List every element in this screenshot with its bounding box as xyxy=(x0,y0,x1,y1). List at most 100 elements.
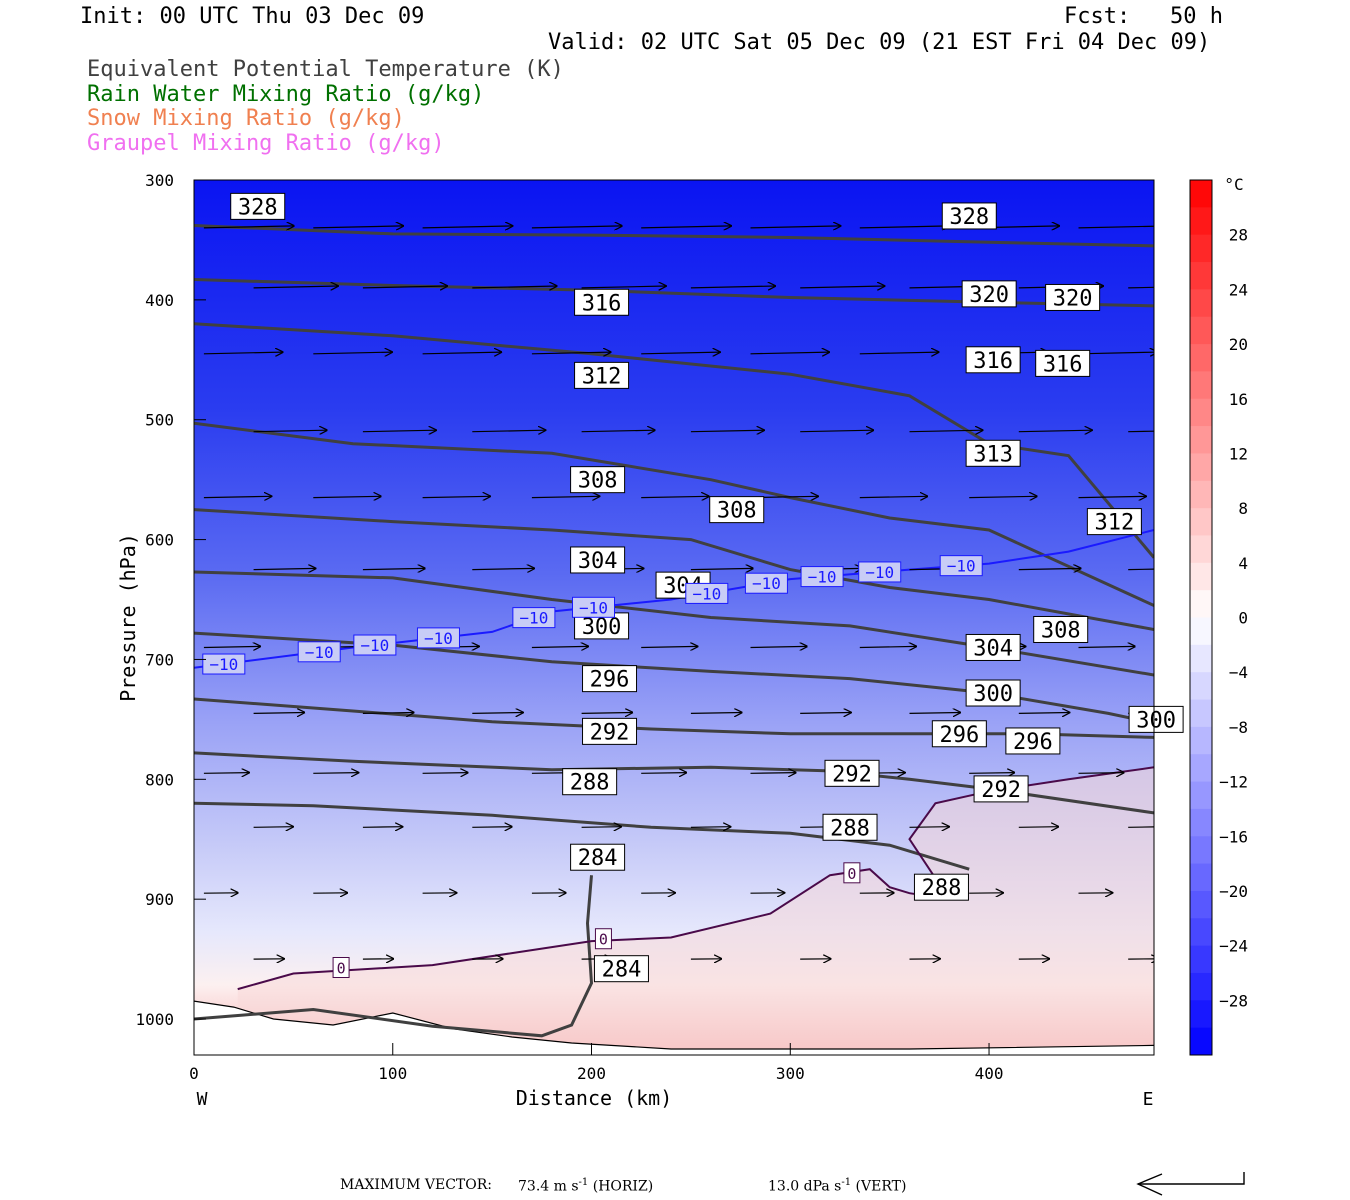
svg-text:−10: −10 xyxy=(579,598,608,617)
theta-e-label: 320 xyxy=(1045,283,1101,311)
theta-e-label: 320 xyxy=(961,280,1017,308)
wind-vector xyxy=(750,646,807,647)
colorbar-swatch xyxy=(1190,808,1212,837)
wind-vector xyxy=(750,226,841,228)
theta-e-label: 328 xyxy=(941,202,997,230)
wind-vector xyxy=(1078,496,1147,497)
x-tick-label: 0 xyxy=(189,1064,199,1083)
svg-text:284: 284 xyxy=(602,958,642,983)
wind-vector xyxy=(690,568,753,569)
svg-text:−10: −10 xyxy=(360,636,389,655)
svg-text:296: 296 xyxy=(590,668,630,693)
colorbar-tick-label: −12 xyxy=(1219,773,1248,792)
wind-vector xyxy=(581,713,633,714)
svg-text:288: 288 xyxy=(830,816,870,841)
y-tick-label: 900 xyxy=(145,890,174,909)
wind-vector xyxy=(800,286,884,288)
isotherm-label: −10 xyxy=(297,641,341,663)
colorbar-swatch xyxy=(1190,644,1212,673)
theta-e-label: 308 xyxy=(1033,615,1089,643)
wind-vector xyxy=(472,568,534,569)
theta-e-contour-312 xyxy=(194,421,1154,607)
wind-vector xyxy=(1018,430,1092,432)
wind-vector xyxy=(859,226,950,228)
theta-e-label: 300 xyxy=(965,679,1021,707)
colorbar-swatch xyxy=(1190,972,1212,1001)
svg-text:292: 292 xyxy=(590,720,630,745)
svg-text:288: 288 xyxy=(570,771,610,796)
wind-vector xyxy=(472,713,523,714)
wind-vector xyxy=(1128,286,1154,289)
theta-e-contour-288 xyxy=(194,801,970,871)
colorbar-tick-label: −20 xyxy=(1219,882,1248,901)
wind-vector xyxy=(690,286,775,288)
wind-vector xyxy=(1018,827,1059,828)
svg-text:316: 316 xyxy=(973,349,1013,374)
legend-entry: Graupel Mixing Ratio (g/kg) xyxy=(87,130,445,156)
y-tick-label: 300 xyxy=(145,171,174,190)
plot-frame xyxy=(193,179,1155,1056)
freezing-line xyxy=(237,766,1154,991)
isotherm-label: −10 xyxy=(744,572,788,594)
colorbar-tick-label: 0 xyxy=(1238,609,1248,628)
horiz-value: 73.4 m s xyxy=(518,1178,579,1195)
wind-vector xyxy=(859,496,928,497)
svg-text:−10: −10 xyxy=(692,584,721,603)
colorbar-frame xyxy=(1189,179,1213,1056)
freezing-label: 0 xyxy=(843,862,861,884)
svg-text:296: 296 xyxy=(939,723,979,748)
svg-text:0: 0 xyxy=(337,960,346,978)
freezing-label: 0 xyxy=(332,957,350,978)
svg-text:308: 308 xyxy=(578,469,618,494)
theta-e-label: 313 xyxy=(965,439,1021,467)
above-freezing-shading xyxy=(237,767,1154,1055)
legend-entry: Snow Mixing Ratio (g/kg) xyxy=(87,106,405,131)
wind-vector xyxy=(531,646,588,647)
theta-e-label: 288 xyxy=(913,873,969,901)
x-axis-label: Distance (km) xyxy=(516,1086,673,1110)
colorbar-swatch xyxy=(1190,836,1212,865)
svg-text:304: 304 xyxy=(578,549,618,574)
isotherm-label: −10 xyxy=(572,596,616,618)
reference-vector-icon xyxy=(1136,1172,1245,1196)
colorbar-swatch xyxy=(1190,426,1212,454)
colorbar-swatch xyxy=(1190,453,1212,482)
wind-vector xyxy=(641,773,686,774)
wind-vector xyxy=(253,713,305,714)
colorbar-swatch xyxy=(1190,207,1212,236)
wind-vector xyxy=(1078,352,1154,354)
y-tick-label: 500 xyxy=(145,411,174,430)
wind-vector xyxy=(800,430,873,432)
colorbar-tick-label: 24 xyxy=(1229,280,1248,299)
horiz-suffix: (HORIZ) xyxy=(588,1178,654,1195)
svg-text:−10: −10 xyxy=(865,563,894,582)
colorbar-swatch xyxy=(1190,590,1212,618)
svg-text:312: 312 xyxy=(582,364,622,389)
theta-e-label: 288 xyxy=(562,768,618,796)
colorbar-swatch xyxy=(1190,945,1212,974)
isotherm-label: −10 xyxy=(685,582,729,604)
wind-vector xyxy=(690,827,731,828)
wind-vector xyxy=(253,430,327,432)
colorbar-swatch xyxy=(1190,1027,1212,1056)
theta-e-label: 292 xyxy=(582,717,638,745)
svg-text:292: 292 xyxy=(832,762,872,787)
colorbar-swatch xyxy=(1190,781,1212,810)
west-label: W xyxy=(197,1089,208,1110)
theta-e-label: 312 xyxy=(1086,508,1142,536)
y-tick-label: 800 xyxy=(145,770,174,789)
svg-text:0: 0 xyxy=(599,931,608,949)
svg-text:−10: −10 xyxy=(424,629,453,648)
wind-vector xyxy=(422,773,468,774)
svg-text:320: 320 xyxy=(969,283,1009,308)
wind-vector xyxy=(1018,568,1081,569)
svg-text:292: 292 xyxy=(981,778,1021,803)
wind-vector xyxy=(531,352,611,354)
wind-vector xyxy=(253,286,338,288)
colorbar-swatch xyxy=(1190,508,1212,536)
colorbar-swatch xyxy=(1190,918,1212,947)
colorbar-swatch xyxy=(1190,726,1212,755)
forecast-hour: Fcst: 50 h xyxy=(1064,4,1223,29)
isotherm-label: −10 xyxy=(939,555,983,577)
